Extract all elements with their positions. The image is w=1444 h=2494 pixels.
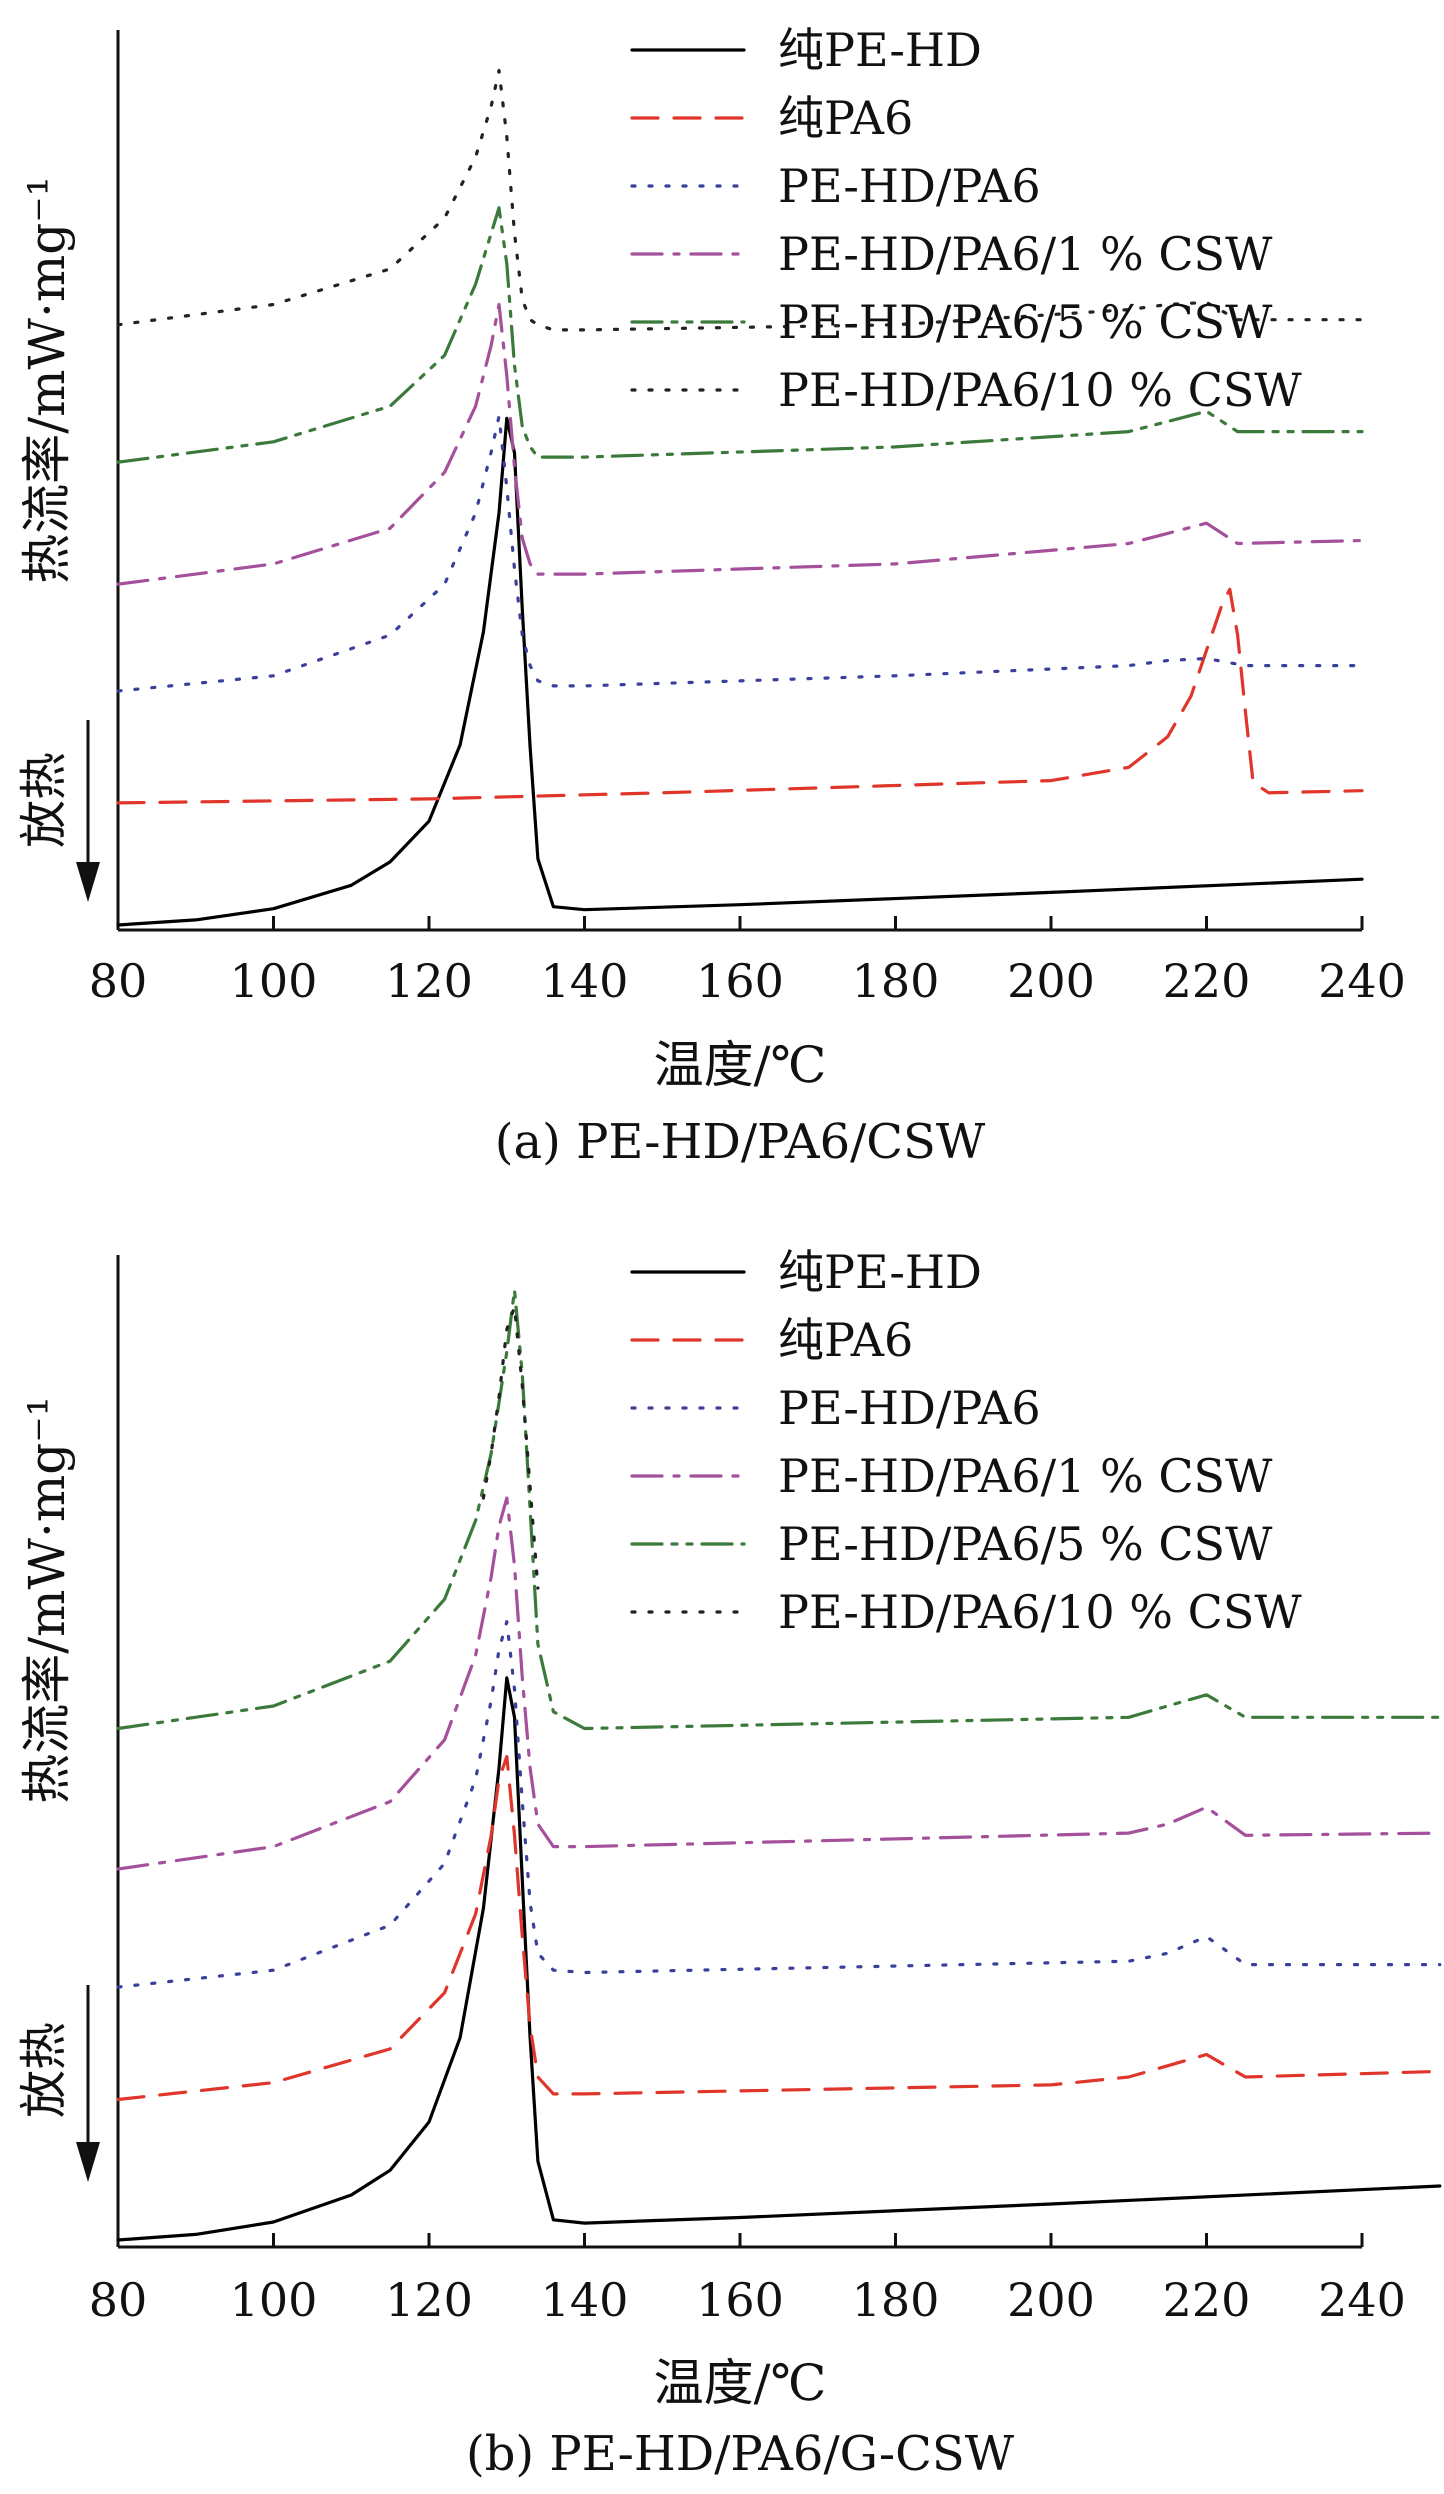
x-tick-label: 180 bbox=[852, 954, 940, 1008]
exotherm-label: 放热 bbox=[16, 752, 72, 848]
x-tick-label: 140 bbox=[541, 2273, 629, 2327]
exotherm-arrow-head bbox=[76, 2142, 100, 2182]
series-line-6 bbox=[116, 68, 1364, 332]
series-line-2 bbox=[116, 1754, 1442, 2102]
x-tick-label: 240 bbox=[1318, 2273, 1406, 2327]
x-tick-label: 120 bbox=[385, 2273, 473, 2327]
series-layer bbox=[116, 68, 1364, 927]
series-line-1 bbox=[116, 416, 1364, 927]
legend-label: 纯PE-HD bbox=[778, 1245, 982, 1299]
x-tick-label: 220 bbox=[1163, 2273, 1251, 2327]
x-tick-label: 100 bbox=[230, 954, 318, 1008]
legend-label: PE-HD/PA6/1 % CSW bbox=[778, 1449, 1273, 1503]
series-line-5 bbox=[116, 1288, 1442, 1731]
legend-label: 纯PA6 bbox=[778, 91, 913, 145]
x-tick-label: 80 bbox=[89, 2273, 148, 2327]
x-tick-label: 120 bbox=[385, 954, 473, 1008]
legend-label: PE-HD/PA6 bbox=[778, 159, 1041, 213]
legend-label: PE-HD/PA6/5 % CSW bbox=[778, 295, 1273, 349]
x-tick-label: 160 bbox=[696, 2273, 784, 2327]
x-axis-title: 温度/℃ bbox=[654, 2354, 827, 2412]
series-line-1 bbox=[116, 1676, 1442, 2242]
legend-label: 纯PE-HD bbox=[778, 23, 982, 77]
series-line-5 bbox=[116, 206, 1364, 464]
x-tick-label: 180 bbox=[852, 2273, 940, 2327]
x-tick-label: 220 bbox=[1163, 954, 1251, 1008]
x-tick-label: 240 bbox=[1318, 954, 1406, 1008]
legend: 纯PE-HD 纯PA6 PE-HD/PA6 PE-HD/PA6/1 % CSW PE-H… bbox=[630, 23, 1302, 417]
chart-panel-a: 80 100 120 140 160 180 200 220 240 纯PE-HD 纯PA6 PE-… bbox=[16, 23, 1406, 1170]
x-tick-label: 80 bbox=[89, 954, 148, 1008]
y-axis-title: 热流率/mW·mg⁻¹ bbox=[18, 1396, 76, 1803]
chart-caption: (a) PE-HD/PA6/CSW bbox=[495, 1114, 986, 1170]
exotherm-label: 放热 bbox=[16, 2022, 72, 2118]
chart-caption: (b) PE-HD/PA6/G-CSW bbox=[466, 2426, 1015, 2482]
exotherm-arrow-head bbox=[76, 862, 100, 902]
legend: 纯PE-HD 纯PA6 PE-HD/PA6 PE-HD/PA6/1 % CSW PE-H… bbox=[630, 1245, 1302, 1639]
series-line-2 bbox=[116, 587, 1364, 805]
y-axis-title: 热流率/mW·mg⁻¹ bbox=[18, 176, 76, 583]
legend-label: PE-HD/PA6/1 % CSW bbox=[778, 227, 1273, 281]
x-tick-label: 100 bbox=[230, 2273, 318, 2327]
legend-label: 纯PA6 bbox=[778, 1313, 913, 1367]
x-tick-label: 200 bbox=[1007, 954, 1095, 1008]
legend-label: PE-HD/PA6/10 % CSW bbox=[778, 1585, 1302, 1639]
series-line-3 bbox=[116, 1620, 1442, 1989]
series-line-4 bbox=[116, 302, 1364, 586]
x-tick-label: 160 bbox=[696, 954, 784, 1008]
x-tick-label: 200 bbox=[1007, 2273, 1095, 2327]
x-axis-ticks: 80 100 120 140 160 180 200 220 240 bbox=[89, 2233, 1406, 2327]
series-line-6 bbox=[481, 1305, 540, 1590]
x-tick-label: 140 bbox=[541, 954, 629, 1008]
series-line-3 bbox=[116, 414, 1364, 693]
series-line-4 bbox=[116, 1496, 1442, 1871]
legend-label: PE-HD/PA6/10 % CSW bbox=[778, 363, 1302, 417]
legend-label: PE-HD/PA6/5 % CSW bbox=[778, 1517, 1273, 1571]
series-layer bbox=[116, 1288, 1442, 2242]
legend-label: PE-HD/PA6 bbox=[778, 1381, 1041, 1435]
x-axis-ticks: 80 100 120 140 160 180 200 220 240 bbox=[89, 916, 1406, 1008]
x-axis-title: 温度/℃ bbox=[654, 1036, 827, 1094]
chart-panel-b: 80 100 120 140 160 180 200 220 240 纯PE-HD 纯PA6 PE-… bbox=[16, 1245, 1442, 2482]
